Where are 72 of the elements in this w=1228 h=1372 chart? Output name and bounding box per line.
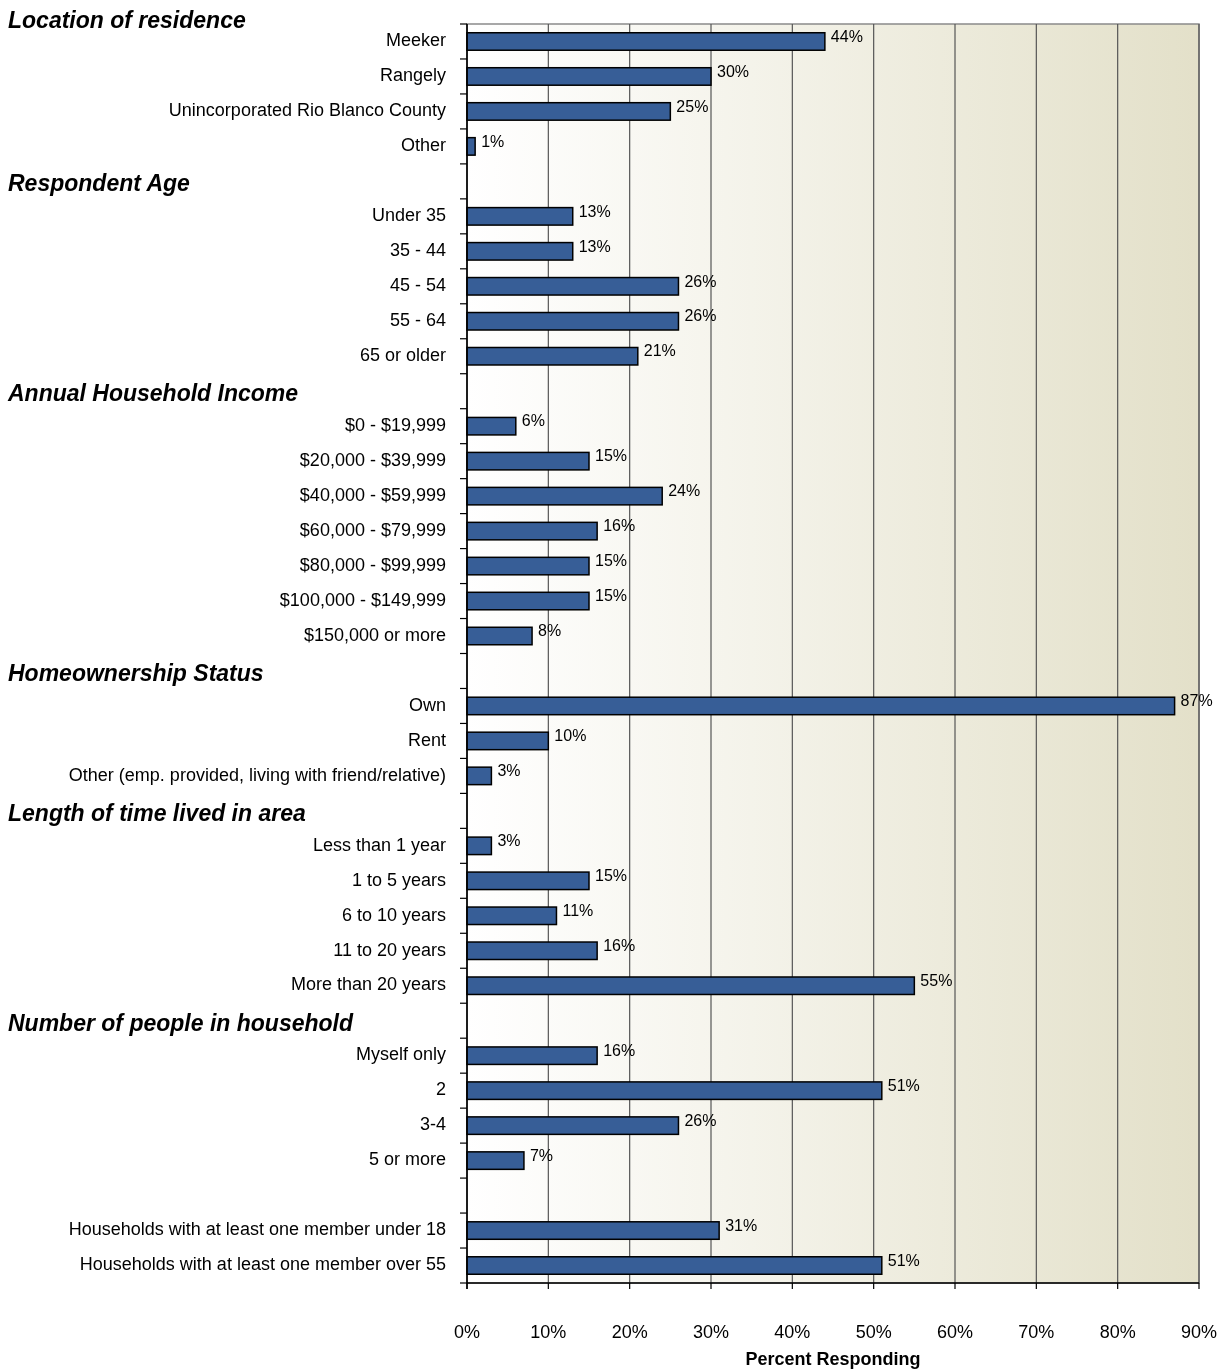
y-tick-label: $80,000 - $99,999: [299, 554, 446, 575]
y-tick-label: Rangely: [379, 65, 446, 86]
x-tick-label: 60%: [936, 1322, 974, 1342]
data-label: 26%: [684, 307, 717, 325]
text: Length of time lived in area: [8, 799, 306, 826]
y-tick-label: Myself only: [355, 1044, 446, 1065]
text: Location of residence: [8, 7, 246, 34]
y-tick-label: 3-4: [419, 1114, 446, 1135]
y-tick-label: Households with at least one member under 18: [68, 1219, 446, 1240]
y-tick-label: $0 - $19,999: [344, 414, 446, 435]
x-tick-label: 50%: [855, 1322, 892, 1342]
y-tick-label: 65 or older: [359, 344, 446, 365]
data-label: 87%: [1180, 692, 1213, 710]
data-label: 30%: [717, 62, 750, 80]
y-tick-label: Own: [408, 694, 446, 715]
y-tick-label: Other (emp. provided, living with friend/relative): [68, 764, 446, 785]
y-tick-label: 35 - 44: [389, 240, 446, 261]
x-tick-label: 20%: [611, 1322, 648, 1342]
data-label: 11%: [562, 902, 594, 920]
data-label: 13%: [578, 237, 611, 255]
y-tick-label: 11 to 20 years: [333, 939, 446, 960]
data-label: 3%: [497, 762, 521, 780]
data-label: 26%: [684, 1111, 717, 1129]
data-label: 15%: [595, 867, 628, 885]
y-tick-label: $60,000 - $79,999: [299, 519, 446, 540]
text: Number of people in household: [8, 1009, 354, 1036]
data-label: 51%: [887, 1076, 920, 1094]
y-tick-label: $100,000 - $149,999: [279, 589, 446, 610]
data-label: 51%: [887, 1251, 920, 1269]
y-tick-label: $20,000 - $39,999: [299, 449, 446, 470]
data-label: 15%: [595, 552, 628, 570]
data-label: 25%: [676, 97, 709, 115]
y-tick-label: 5 or more: [368, 1149, 446, 1170]
y-tick-label: $150,000 or more: [303, 624, 446, 645]
data-label: 10%: [554, 727, 587, 745]
y-tick-label: 45 - 54: [389, 275, 446, 296]
x-axis-title: Percent Responding: [745, 1349, 921, 1369]
text: Annual Household Income: [7, 380, 299, 407]
y-tick-label: Households with at least one member over 55: [79, 1254, 446, 1275]
y-tick-label: 2: [435, 1079, 446, 1100]
data-label: 6%: [521, 412, 545, 430]
data-label: 1%: [481, 132, 505, 150]
text: Respondent Age: [8, 170, 191, 197]
x-tick-label: 90%: [1180, 1322, 1218, 1342]
x-tick-label: 30%: [692, 1322, 730, 1342]
x-tick-label: 40%: [774, 1322, 811, 1342]
data-label: 15%: [595, 447, 628, 465]
data-label: 55%: [920, 971, 953, 989]
y-tick-label: 1 to 5 years: [351, 869, 446, 890]
data-label: 44%: [830, 27, 863, 45]
y-tick-label: 6 to 10 years: [341, 904, 446, 925]
y-tick-label: Other: [400, 135, 446, 156]
data-label: 21%: [643, 342, 676, 360]
data-label: 24%: [668, 482, 701, 500]
y-tick-label: Unincorporated Rio Blanco County: [168, 100, 446, 121]
x-tick-label: 70%: [1018, 1322, 1055, 1342]
y-tick-label: Less than 1 year: [312, 834, 446, 855]
y-tick-label: Meeker: [385, 30, 446, 51]
data-label: 3%: [497, 832, 521, 850]
data-label: 26%: [684, 272, 717, 290]
y-tick-label: More than 20 years: [290, 974, 446, 995]
data-label: 15%: [595, 587, 628, 605]
x-tick-label: 80%: [1099, 1322, 1136, 1342]
x-tick-label: 10%: [530, 1322, 567, 1342]
data-label: 13%: [578, 202, 611, 220]
y-tick-label: Under 35: [371, 205, 446, 226]
data-label: 31%: [725, 1216, 758, 1234]
x-tick-label: 0%: [453, 1322, 481, 1342]
y-tick-label: 55 - 64: [389, 310, 446, 331]
y-tick-label: $40,000 - $59,999: [299, 484, 446, 505]
y-tick-label: Rent: [407, 729, 446, 750]
text: Homeownership Status: [8, 660, 264, 687]
